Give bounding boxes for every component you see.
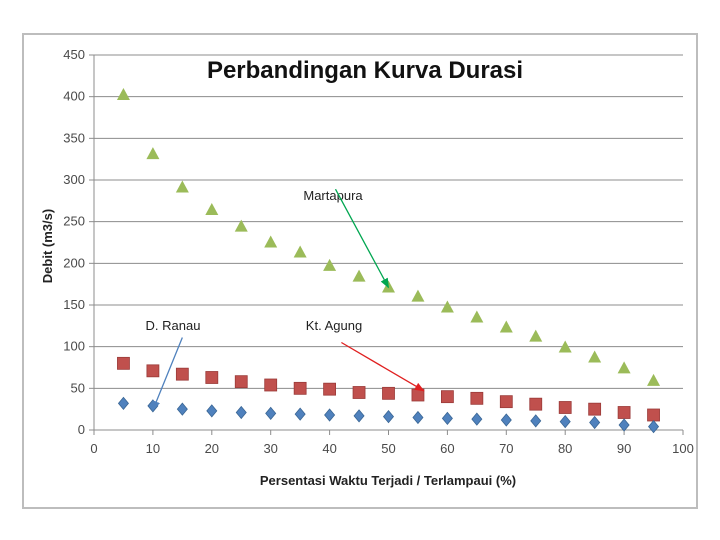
diamond-point-75 [530,414,542,428]
square-point-5 [117,356,130,370]
square-point-40 [323,382,337,396]
series-triangle [116,88,661,386]
x-tick-label-80: 80 [558,441,572,456]
y-tick-label-0: 0 [78,422,85,437]
square-point-25 [234,375,248,389]
square-point-85 [588,402,602,416]
diamond-point-25 [235,405,247,420]
triangle-point-80 [558,340,572,353]
diamond-point-5 [117,396,129,410]
x-tick-label-100: 100 [672,441,694,456]
annotation-label-kt-agung: Kt. Agung [306,318,362,333]
diamond-point-15 [176,402,188,416]
x-tick-label-0: 0 [90,441,97,456]
y-tick-label-300: 300 [63,172,85,187]
square-point-95 [647,408,660,422]
annotation-label-d-ranau: D. Ranau [146,318,201,333]
y-tick-label-150: 150 [63,297,85,312]
square-point-55 [411,388,425,402]
triangle-point-90 [617,361,631,374]
diamond-point-70 [500,413,512,427]
triangle-point-40 [323,258,337,271]
diamond-point-45 [353,409,365,423]
triangle-point-35 [293,245,307,258]
triangle-point-95 [647,373,661,386]
grid-lines [94,54,683,389]
square-point-80 [558,401,572,414]
chart-title: Perbandingan Kurva Durasi [207,57,523,84]
x-tick-label-10: 10 [146,441,160,456]
diamond-point-65 [471,412,483,426]
x-tick-label-40: 40 [322,441,336,456]
square-point-45 [352,386,366,399]
diamond-point-90 [618,418,630,432]
square-point-70 [499,395,513,409]
square-point-10 [146,364,160,378]
diamond-point-50 [382,410,395,424]
series-square [117,356,660,422]
axes [89,54,684,435]
square-point-50 [382,386,395,400]
diamond-point-95 [648,420,660,434]
diamond-point-55 [412,410,424,425]
diamond-point-30 [265,406,277,420]
triangle-point-55 [411,289,425,302]
y-tick-label-450: 450 [63,47,85,62]
diamond-point-60 [441,411,453,425]
annotation-arrow-kt-agung [341,341,425,392]
annotations: Martapura D. Ranau Kt. Agung [146,188,425,411]
triangle-point-15 [175,180,189,193]
x-tick-label-20: 20 [205,441,219,456]
annotation-arrow-martapura [334,188,390,289]
triangle-point-70 [499,320,513,333]
square-point-15 [175,367,189,381]
y-tick-label-100: 100 [63,339,85,354]
triangle-point-5 [116,88,130,100]
square-point-20 [205,371,219,384]
square-point-35 [293,381,307,395]
annotation-arrow-d-ranau [152,337,183,411]
triangle-point-30 [264,235,278,248]
diamond-point-20 [206,404,218,418]
triangle-point-25 [234,219,248,232]
square-point-30 [264,378,278,392]
y-tick-label-400: 400 [63,89,85,104]
tick-labels: 0 50 100 150 200 250 300 350 400 450 0 10 20 30 40 50 60… [63,47,694,456]
triangle-point-10 [146,147,160,160]
x-tick-label-60: 60 [440,441,454,456]
annotation-label-martapura: Martapura [303,188,363,203]
triangle-point-60 [440,300,454,313]
data-series [116,88,661,434]
square-point-90 [617,406,631,419]
triangle-point-85 [588,350,602,363]
x-tick-label-70: 70 [499,441,513,456]
triangle-point-75 [529,329,543,342]
diamond-point-35 [294,407,306,421]
y-tick-label-200: 200 [63,255,85,270]
x-axis-title: Persentasi Waktu Terjadi / Terlampaui (%… [260,473,516,488]
square-point-60 [440,390,454,404]
diamond-point-85 [589,415,601,430]
y-tick-label-350: 350 [63,130,85,145]
y-tick-label-250: 250 [63,214,85,229]
x-tick-label-30: 30 [263,441,277,456]
triangle-point-20 [205,203,219,215]
x-tick-label-90: 90 [617,441,631,456]
series-diamond [117,396,660,434]
triangle-point-65 [470,310,484,323]
x-tick-label-50: 50 [381,441,395,456]
diamond-point-80 [559,415,571,429]
square-point-75 [529,397,543,411]
diamond-point-40 [324,408,336,422]
square-point-65 [470,391,484,405]
triangle-point-45 [352,269,366,282]
y-axis-title: Debit (m3/s) [40,209,55,283]
y-tick-label-50: 50 [71,380,85,395]
